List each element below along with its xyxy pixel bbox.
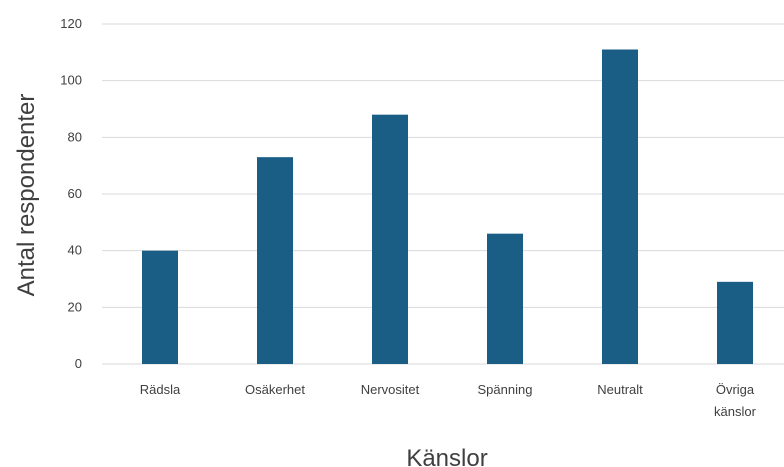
y-axis-title: Antal respondenter	[13, 94, 40, 297]
y-tick-labels: 0 20 40 60 80 100 120	[60, 16, 82, 371]
x-category-label-line: Osäkerhet	[245, 382, 305, 397]
x-category-label: Rädsla	[140, 382, 181, 397]
y-tick-label: 40	[68, 243, 82, 258]
x-category-label: Övriga känslor	[714, 382, 757, 419]
bar	[717, 281, 753, 364]
y-tick-label: 0	[75, 356, 82, 371]
gridlines	[102, 23, 784, 365]
x-category-label-line: känslor	[714, 404, 757, 419]
bar	[257, 157, 293, 364]
bars	[142, 49, 753, 365]
y-tick-label: 100	[60, 73, 82, 88]
x-category-label: Osäkerhet	[245, 382, 305, 397]
bar	[142, 250, 178, 364]
y-tick-label: 20	[68, 299, 82, 314]
x-category-label: Nervositet	[361, 382, 420, 397]
bar	[372, 114, 408, 365]
bar	[487, 233, 523, 364]
y-tick-label: 120	[60, 16, 82, 31]
x-category-label: Spänning	[478, 382, 533, 397]
bar	[602, 49, 638, 364]
x-category-label: Neutralt	[597, 382, 643, 397]
y-tick-label: 80	[68, 129, 82, 144]
x-axis-title: Känslor	[406, 445, 487, 467]
x-category-label-line: Neutralt	[597, 382, 643, 397]
x-category-label-line: Övriga	[716, 382, 755, 397]
x-category-label-line: Rädsla	[140, 382, 181, 397]
x-category-label-line: Spänning	[478, 382, 533, 397]
x-category-label-line: Nervositet	[361, 382, 420, 397]
x-category-labels: Rädsla Osäkerhet Nervositet Spänning Neutral…	[140, 382, 757, 419]
y-tick-label: 60	[68, 186, 82, 201]
